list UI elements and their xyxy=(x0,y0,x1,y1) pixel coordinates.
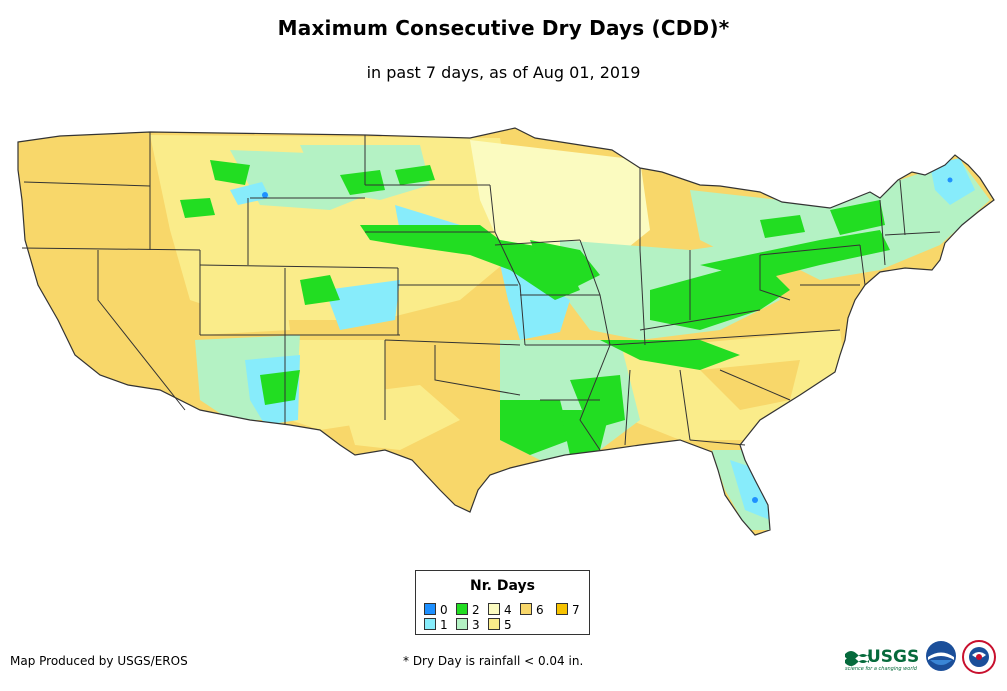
state-borders xyxy=(17,127,995,536)
legend-item-1: 1 xyxy=(424,618,448,632)
legend-label: 5 xyxy=(504,618,512,632)
legend-item-3: 3 xyxy=(456,618,480,632)
cdd-map xyxy=(17,127,995,536)
usgs-logo-text: USGS xyxy=(867,647,918,667)
legend-item-4: 4 xyxy=(488,603,512,617)
legend-title: Nr. Days xyxy=(470,578,535,594)
legend-item-0: 0 xyxy=(424,603,448,617)
legend-item-5: 5 xyxy=(488,618,512,632)
map-credit: Map Produced by USGS/EROS xyxy=(10,654,188,668)
legend-swatch xyxy=(456,603,468,615)
legend-item-7: 7 xyxy=(556,603,580,617)
legend-item-6: 6 xyxy=(520,603,544,617)
legend-label: 2 xyxy=(472,603,480,617)
legend-item-2: 2 xyxy=(456,603,480,617)
legend-label: 4 xyxy=(504,603,512,617)
legend-swatch xyxy=(456,618,468,630)
legend-label: 0 xyxy=(440,603,448,617)
legend-label: 7 xyxy=(572,603,580,617)
usgs-logo-tagline: science for a changing world xyxy=(845,666,918,672)
legend-label: 3 xyxy=(472,618,480,632)
legend-swatch xyxy=(556,603,568,615)
legend-label: 6 xyxy=(536,603,544,617)
usgs-logo: USGS science for a changing world xyxy=(845,647,918,672)
legend-swatch xyxy=(488,618,500,630)
map-subtitle: in past 7 days, as of Aug 01, 2019 xyxy=(366,63,641,82)
legend-swatch xyxy=(488,603,500,615)
map-title: Maximum Consecutive Dry Days (CDD)* xyxy=(277,16,730,40)
nws-logo xyxy=(962,640,996,674)
legend-swatch xyxy=(520,603,532,615)
legend-swatch xyxy=(424,603,436,615)
noaa-logo xyxy=(926,641,956,671)
legend-label: 1 xyxy=(440,618,448,632)
legend-swatch xyxy=(424,618,436,630)
map-fill xyxy=(18,128,994,535)
dry-day-footnote: * Dry Day is rainfall < 0.04 in. xyxy=(403,654,584,668)
